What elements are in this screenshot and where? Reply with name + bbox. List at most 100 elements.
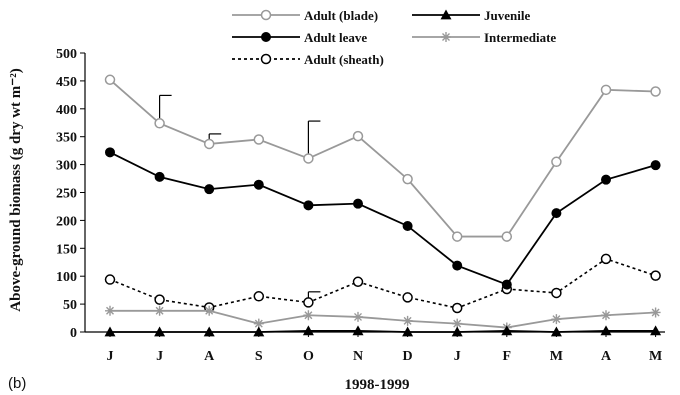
- data-point: [105, 305, 115, 316]
- legend-item: Intermediate: [412, 30, 556, 45]
- data-point: [402, 173, 413, 185]
- legend-item: Adult (blade): [232, 8, 378, 23]
- data-point: [551, 314, 562, 325]
- y-tick-label: 350: [56, 131, 77, 146]
- data-point: [154, 171, 165, 182]
- y-tick-label: 450: [56, 75, 77, 90]
- data-point: [451, 326, 463, 337]
- data-point: [154, 326, 166, 337]
- series-juvenile: [104, 325, 662, 337]
- data-point: [402, 326, 414, 337]
- x-tick-label: A: [601, 349, 612, 364]
- data-point: [600, 84, 612, 96]
- data-point: [600, 325, 612, 336]
- legend-marker: [440, 9, 452, 20]
- data-point: [353, 198, 363, 209]
- y-tick-label: 500: [56, 47, 77, 62]
- data-point: [650, 325, 662, 336]
- data-point: [253, 291, 265, 302]
- data-point: [302, 325, 314, 336]
- y-axis: 0 50 100 150 200 250 300 350 400 450 500: [56, 47, 86, 341]
- data-point: [501, 325, 513, 336]
- data-point: [303, 153, 314, 164]
- y-tick-label: 150: [56, 242, 77, 257]
- legend-item: Juvenile: [412, 8, 530, 23]
- data-point: [551, 156, 562, 168]
- data-point: [204, 305, 215, 316]
- series-intermediate: [105, 305, 661, 333]
- data-point: [601, 310, 611, 321]
- data-point: [105, 147, 115, 158]
- data-point: [203, 326, 215, 337]
- series-adult-blade: [104, 74, 661, 242]
- data-point: [451, 302, 463, 314]
- panel-label: (b): [8, 375, 26, 392]
- y-tick-label: 300: [56, 159, 77, 174]
- series-line: [110, 329, 656, 333]
- series-adult-sheath: [104, 253, 661, 314]
- data-point: [154, 118, 165, 129]
- data-point: [551, 208, 562, 219]
- data-point: [303, 310, 314, 321]
- y-tick-label: 250: [56, 187, 77, 202]
- data-point: [650, 160, 661, 171]
- x-tick-label: O: [303, 349, 314, 364]
- data-point: [451, 231, 463, 242]
- data-point: [353, 311, 363, 322]
- series-line: [109, 258, 656, 309]
- y-tick-label: 50: [63, 298, 77, 313]
- x-tick-label: D: [403, 349, 413, 364]
- legend-marker: [441, 32, 451, 42]
- data-point: [551, 287, 562, 299]
- legend-item: Adult leave: [232, 30, 367, 45]
- data-point: [352, 130, 364, 142]
- data-point: [104, 326, 116, 337]
- data-point: [154, 294, 165, 305]
- y-tick-label: 200: [56, 214, 77, 229]
- series-line: [109, 79, 656, 238]
- y-tick-label: 0: [70, 326, 77, 341]
- legend: Adult (blade) Juvenile Adult leave Intermed…: [232, 8, 556, 67]
- data-point: [402, 315, 413, 326]
- legend-label: Adult (sheath): [304, 52, 384, 67]
- data-point: [352, 276, 364, 288]
- y-tick-label: 400: [56, 103, 77, 118]
- x-tick-label: N: [353, 349, 363, 364]
- data-point: [650, 307, 661, 318]
- data-point: [402, 220, 413, 231]
- data-point: [501, 279, 512, 290]
- legend-label: Adult leave: [304, 30, 367, 45]
- data-point: [501, 231, 513, 242]
- data-point: [253, 179, 264, 190]
- data-point: [600, 253, 612, 265]
- x-tick-label: J: [107, 349, 114, 364]
- data-point: [452, 260, 463, 271]
- data-point: [253, 134, 265, 145]
- error-bars: [159, 94, 321, 303]
- data-point: [650, 270, 661, 281]
- legend-label: Adult (blade): [304, 8, 378, 23]
- data-point: [204, 184, 215, 195]
- x-tick-label: A: [204, 349, 215, 364]
- series-adult-leave: [105, 147, 661, 290]
- data-point: [104, 74, 116, 86]
- x-tick-label: M: [649, 349, 662, 364]
- legend-marker: [260, 53, 272, 65]
- data-point: [452, 318, 463, 329]
- data-point: [303, 297, 314, 308]
- legend-item: Adult (sheath): [232, 52, 384, 67]
- data-point: [253, 326, 265, 337]
- data-point: [601, 174, 611, 185]
- x-tick-label: M: [550, 349, 563, 364]
- data-point: [104, 274, 116, 285]
- data-point: [154, 305, 165, 316]
- data-point: [352, 325, 364, 336]
- x-tick-label: J: [454, 349, 461, 364]
- x-tick-label: J: [156, 349, 163, 364]
- series-line: [110, 309, 656, 329]
- series-line: [109, 151, 656, 286]
- data-point: [203, 138, 215, 150]
- y-axis-title: Above-ground biomass (g dry wt m⁻²): [8, 68, 24, 311]
